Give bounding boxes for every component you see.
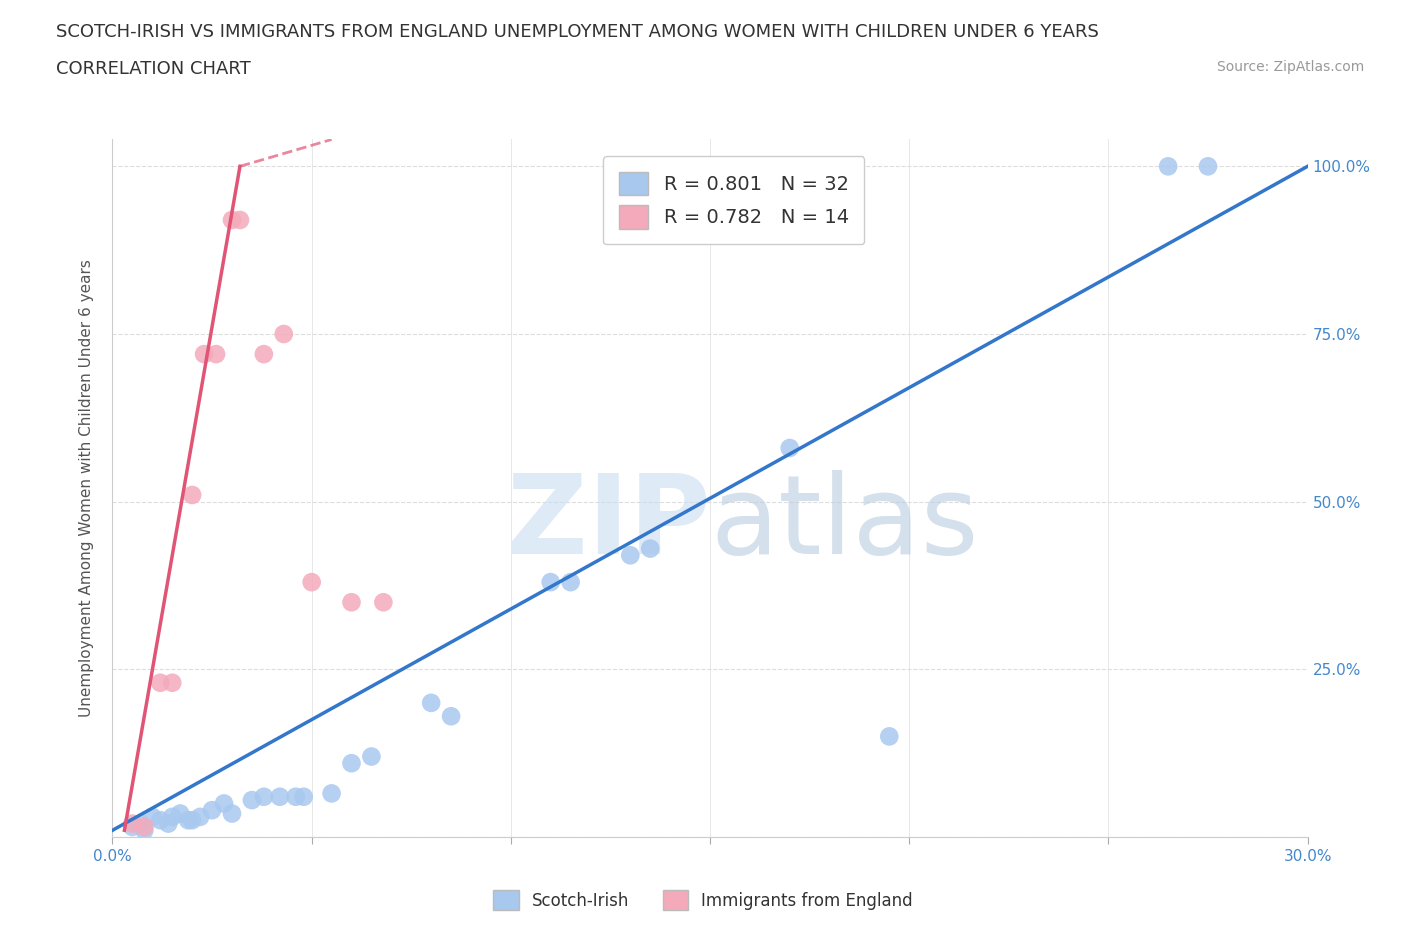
Point xyxy=(221,806,243,821)
Point xyxy=(212,796,235,811)
Text: SCOTCH-IRISH VS IMMIGRANTS FROM ENGLAND UNEMPLOYMENT AMONG WOMEN WITH CHILDREN U: SCOTCH-IRISH VS IMMIGRANTS FROM ENGLAND … xyxy=(56,23,1099,41)
Point xyxy=(269,790,291,804)
Text: atlas: atlas xyxy=(710,470,979,577)
Point xyxy=(273,326,295,341)
Point xyxy=(420,696,443,711)
Point xyxy=(292,790,315,804)
Point xyxy=(177,813,200,828)
Point xyxy=(340,756,363,771)
Point xyxy=(157,817,180,831)
Point xyxy=(240,792,263,807)
Point xyxy=(253,347,276,362)
Point xyxy=(141,809,163,824)
Point xyxy=(1157,159,1180,174)
Point xyxy=(188,809,211,824)
Point xyxy=(321,786,343,801)
Text: ZIP: ZIP xyxy=(506,470,710,577)
Point xyxy=(877,729,900,744)
Point xyxy=(134,823,156,838)
Point xyxy=(229,213,252,228)
Point xyxy=(149,675,172,690)
Point xyxy=(638,541,662,556)
Point xyxy=(301,575,323,590)
Point xyxy=(221,213,243,228)
Point xyxy=(169,806,191,821)
Legend: R = 0.801   N = 32, R = 0.782   N = 14: R = 0.801 N = 32, R = 0.782 N = 14 xyxy=(603,156,865,245)
Point xyxy=(619,548,641,563)
Point xyxy=(779,441,801,456)
Point xyxy=(340,595,363,610)
Point xyxy=(284,790,307,804)
Point xyxy=(149,813,172,828)
Point xyxy=(129,817,152,831)
Point xyxy=(121,819,143,834)
Point xyxy=(440,709,463,724)
Point xyxy=(134,819,156,834)
Text: Source: ZipAtlas.com: Source: ZipAtlas.com xyxy=(1216,60,1364,74)
Y-axis label: Unemployment Among Women with Children Under 6 years: Unemployment Among Women with Children U… xyxy=(79,259,94,717)
Point xyxy=(121,817,143,831)
Point xyxy=(1197,159,1219,174)
Point xyxy=(253,790,276,804)
Point xyxy=(181,813,204,828)
Point xyxy=(540,575,562,590)
Point xyxy=(181,487,204,502)
Text: CORRELATION CHART: CORRELATION CHART xyxy=(56,60,252,78)
Point xyxy=(360,749,382,764)
Point xyxy=(201,803,224,817)
Point xyxy=(373,595,395,610)
Point xyxy=(205,347,228,362)
Point xyxy=(560,575,582,590)
Point xyxy=(162,675,183,690)
Point xyxy=(162,809,183,824)
Point xyxy=(193,347,215,362)
Legend: Scotch-Irish, Immigrants from England: Scotch-Irish, Immigrants from England xyxy=(486,884,920,917)
